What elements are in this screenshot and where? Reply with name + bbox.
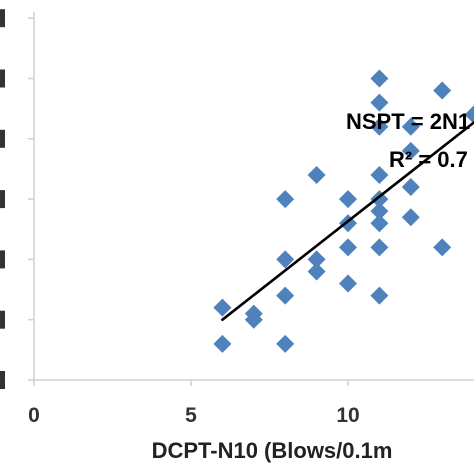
x-axis-ticks: 0510152025 — [28, 380, 360, 427]
data-point — [276, 334, 295, 353]
data-point — [433, 238, 452, 257]
data-point — [370, 286, 389, 305]
data-point — [433, 81, 452, 100]
x-tick-label: 0 — [28, 404, 40, 427]
y-tick-label-clipped — [0, 9, 5, 28]
y-tick-label-clipped — [0, 129, 5, 148]
data-point — [213, 298, 232, 317]
equation-label: NSPT = 2N1 — [346, 109, 470, 134]
data-point — [213, 334, 232, 353]
y-tick-label-clipped — [0, 310, 5, 329]
data-point — [307, 165, 326, 184]
y-tick-label-clipped — [0, 371, 5, 389]
data-points — [213, 69, 474, 353]
data-point — [370, 117, 389, 136]
data-point — [276, 250, 295, 269]
data-point — [370, 202, 389, 221]
data-point — [401, 178, 420, 197]
y-tick-label-clipped — [0, 69, 5, 88]
data-point — [401, 141, 420, 160]
data-point — [370, 93, 389, 112]
trendline — [221, 120, 474, 322]
data-point — [464, 105, 474, 124]
data-point — [401, 208, 420, 227]
data-point — [244, 304, 263, 323]
x-axis-title: DCPT-N10 (Blows/0.1m — [152, 438, 393, 463]
x-tick-label: 10 — [336, 404, 359, 427]
y-axis-ticks — [0, 9, 34, 389]
data-point — [307, 262, 326, 281]
data-point — [339, 274, 357, 293]
r-squared-label: R² = 0.7 — [389, 147, 468, 172]
x-tick-label: 5 — [185, 404, 197, 427]
data-point — [339, 190, 357, 209]
y-tick-label-clipped — [0, 190, 5, 209]
data-point — [370, 238, 389, 257]
data-point — [339, 238, 357, 257]
data-point — [370, 165, 389, 184]
data-point — [276, 190, 295, 209]
data-point — [401, 117, 420, 136]
data-point — [370, 214, 389, 233]
data-point — [370, 69, 389, 88]
y-tick-label-clipped — [0, 250, 5, 269]
data-point — [307, 250, 326, 269]
data-point — [276, 286, 295, 305]
